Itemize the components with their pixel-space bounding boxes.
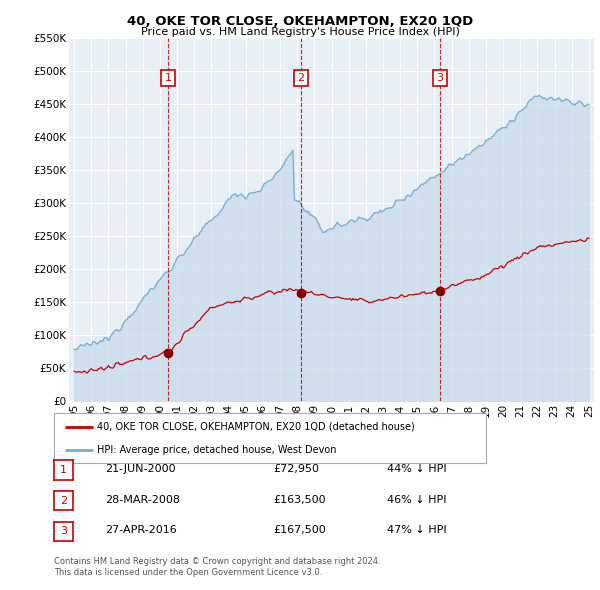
Text: 1: 1 xyxy=(164,73,172,83)
Text: 3: 3 xyxy=(436,73,443,83)
Text: 28-MAR-2008: 28-MAR-2008 xyxy=(105,495,180,504)
Text: 2: 2 xyxy=(298,73,305,83)
Text: 1: 1 xyxy=(60,465,67,475)
Text: 47% ↓ HPI: 47% ↓ HPI xyxy=(387,526,446,535)
Text: £72,950: £72,950 xyxy=(273,464,319,474)
Text: 46% ↓ HPI: 46% ↓ HPI xyxy=(387,495,446,504)
Text: Price paid vs. HM Land Registry's House Price Index (HPI): Price paid vs. HM Land Registry's House … xyxy=(140,27,460,37)
Text: £163,500: £163,500 xyxy=(273,495,326,504)
Text: 27-APR-2016: 27-APR-2016 xyxy=(105,526,177,535)
Text: £167,500: £167,500 xyxy=(273,526,326,535)
Text: HPI: Average price, detached house, West Devon: HPI: Average price, detached house, West… xyxy=(97,445,337,455)
Text: 2: 2 xyxy=(60,496,67,506)
Text: Contains HM Land Registry data © Crown copyright and database right 2024.: Contains HM Land Registry data © Crown c… xyxy=(54,558,380,566)
Text: 21-JUN-2000: 21-JUN-2000 xyxy=(105,464,176,474)
Text: 40, OKE TOR CLOSE, OKEHAMPTON, EX20 1QD (detached house): 40, OKE TOR CLOSE, OKEHAMPTON, EX20 1QD … xyxy=(97,421,415,431)
Text: 40, OKE TOR CLOSE, OKEHAMPTON, EX20 1QD: 40, OKE TOR CLOSE, OKEHAMPTON, EX20 1QD xyxy=(127,15,473,28)
Text: 3: 3 xyxy=(60,526,67,536)
Text: 44% ↓ HPI: 44% ↓ HPI xyxy=(387,464,446,474)
Text: This data is licensed under the Open Government Licence v3.0.: This data is licensed under the Open Gov… xyxy=(54,568,322,577)
